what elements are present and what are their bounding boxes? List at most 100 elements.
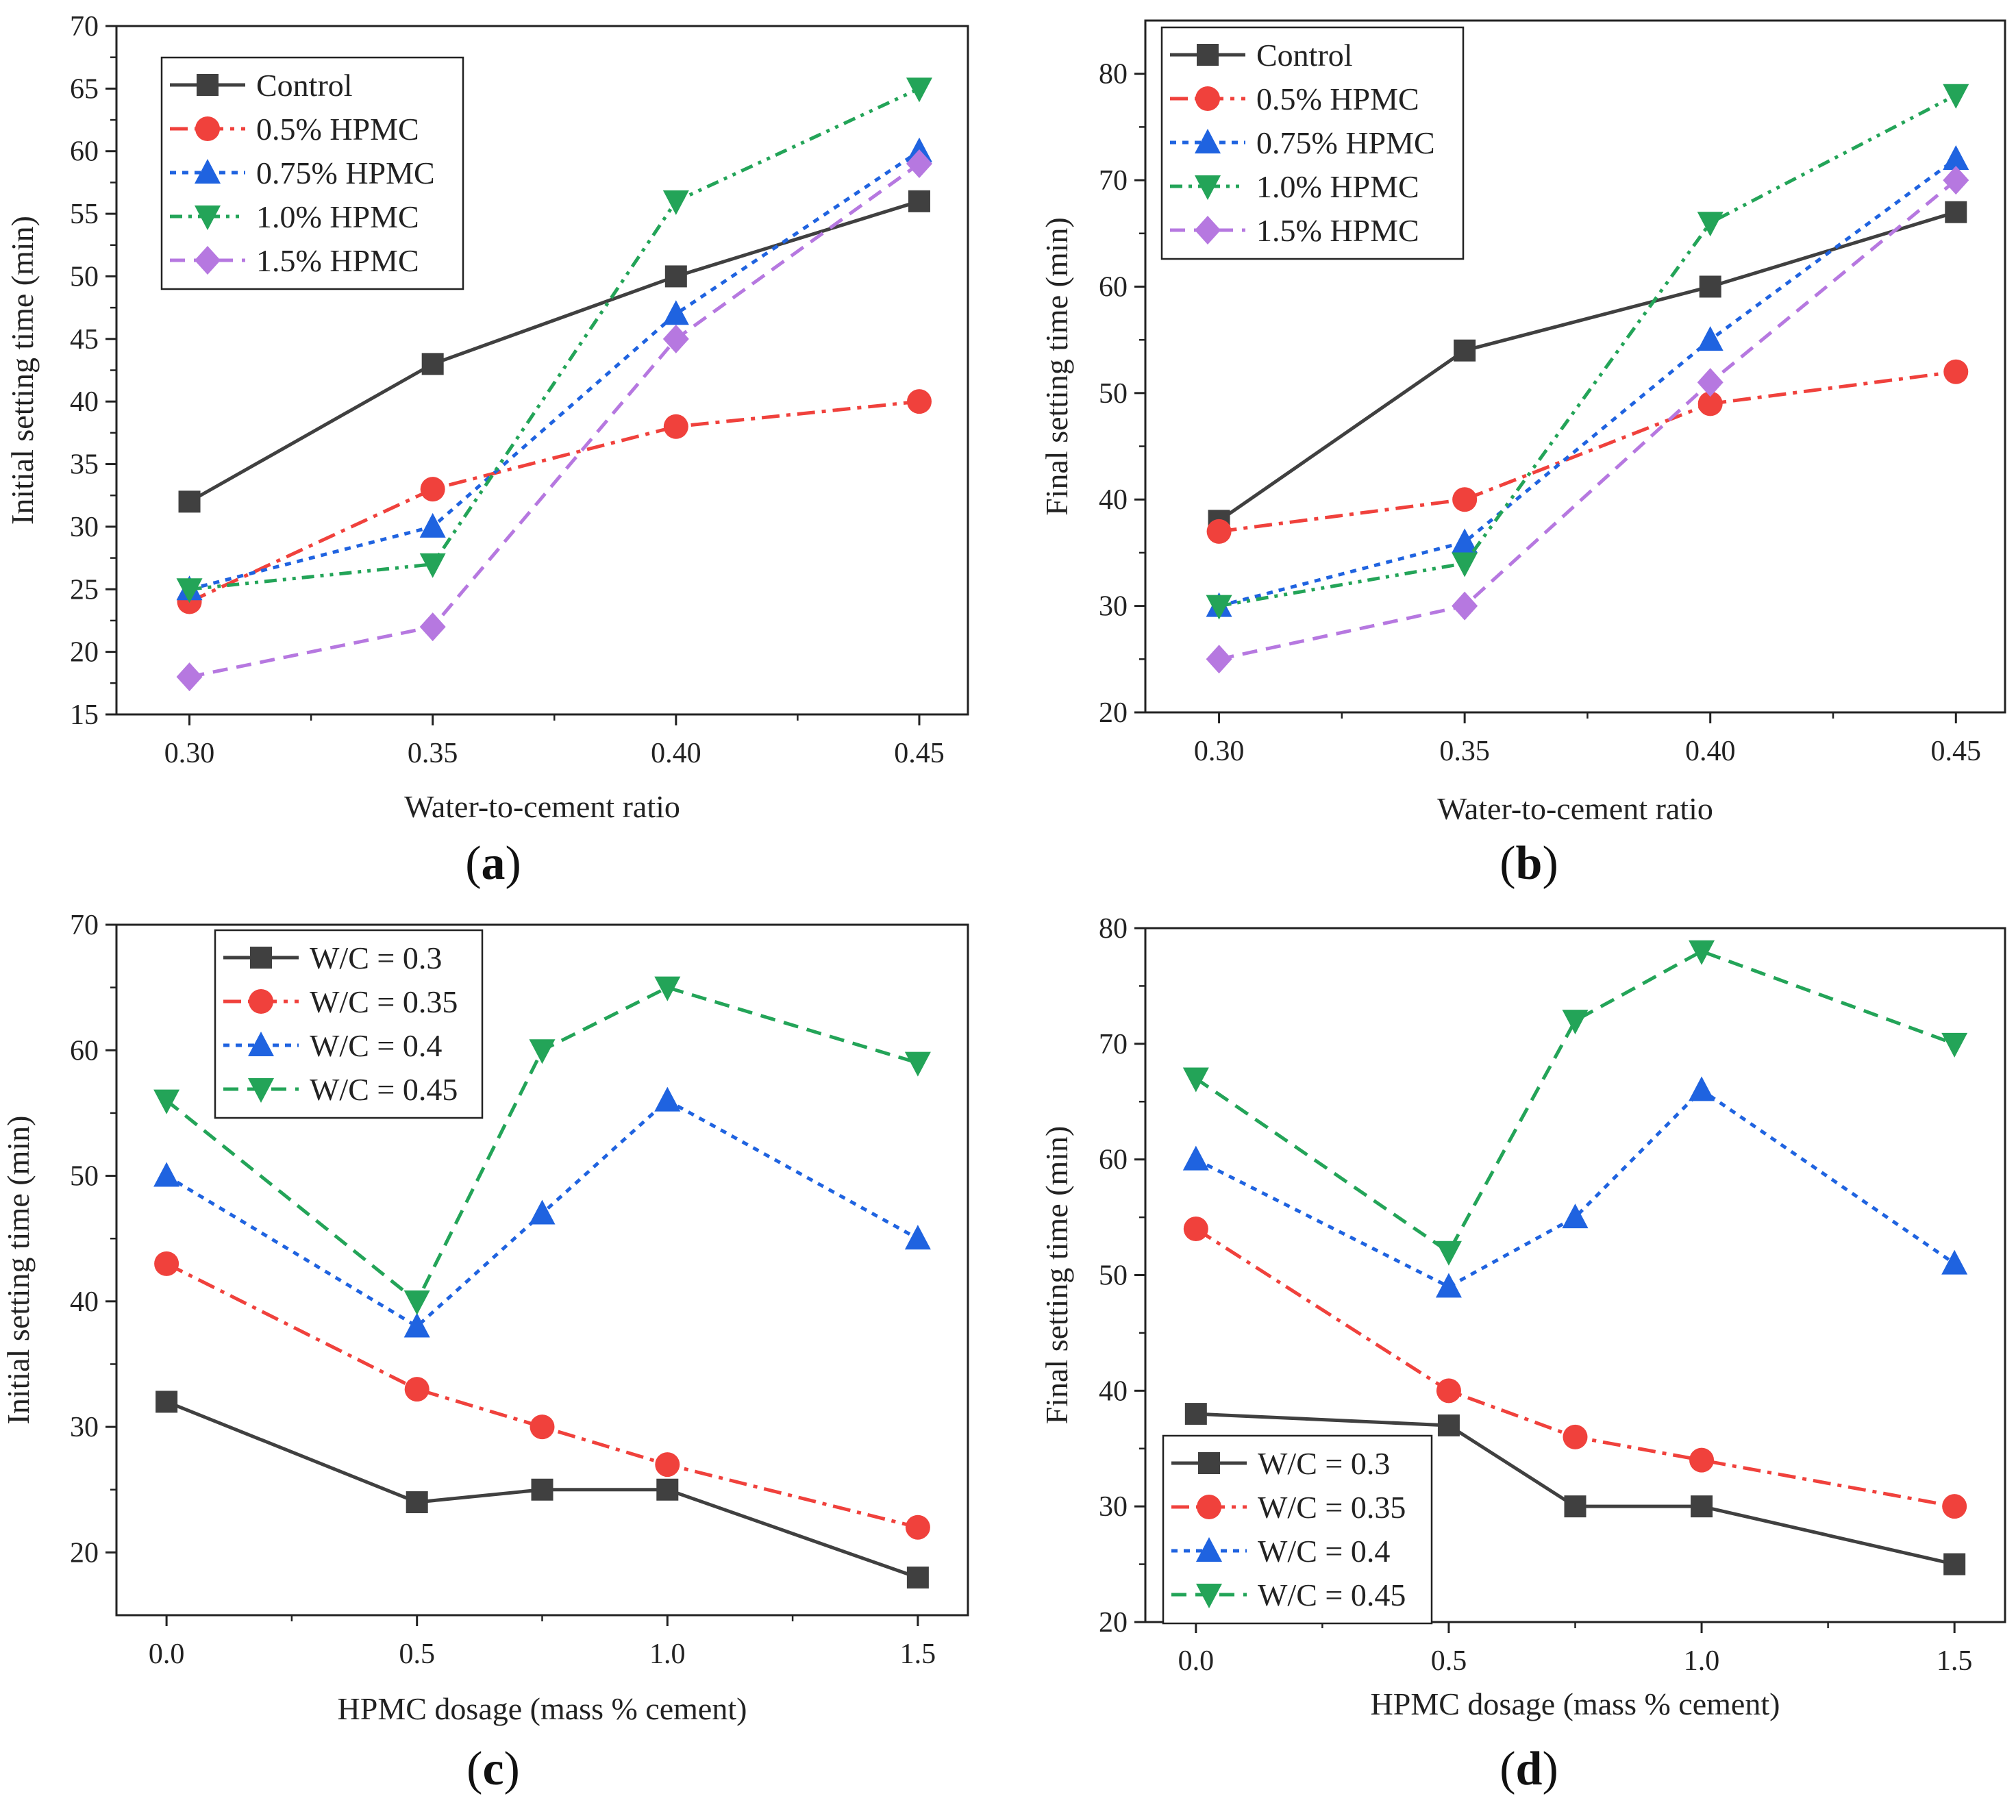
chart-d-series-w-c-0-4-line <box>1195 1088 1956 1288</box>
chart-a-legend-marker <box>197 74 219 96</box>
chart-b-ytick-label: 40 <box>1099 484 1128 516</box>
chart-a-ytick-label: 45 <box>70 324 99 356</box>
chart-c-ytick-label: 40 <box>70 1286 99 1318</box>
chart-c: 20 30 40 50 60 70 0.0 0.5 1.0 1.5 HPMC dosage (mas… <box>1 910 969 1795</box>
chart-a-xtick-label: 0.30 <box>164 738 215 769</box>
chart-d-series-w-c-0-4-point <box>1689 1076 1715 1101</box>
chart-a-series-1-5-hpmc-point <box>662 324 689 353</box>
chart-b-series-1-5-hpmc-line <box>1219 179 1957 661</box>
chart-b-xtick-label: 0.30 <box>1194 736 1245 767</box>
chart-c-series-w-c-0-4 <box>153 1086 931 1338</box>
chart-b-series-0-5-hpmc-point <box>1452 487 1478 512</box>
chart-a-ytick-label: 40 <box>70 386 99 418</box>
chart-a-series-control-point <box>178 490 201 513</box>
chart-a-legend-marker <box>195 159 221 184</box>
chart-b-ytick-label: 70 <box>1099 165 1128 197</box>
chart-d-series-w-c-0-3-point <box>1564 1495 1586 1518</box>
chart-a-series-1-0-hpmc <box>176 77 932 603</box>
chart-d-ytick-label: 80 <box>1099 913 1128 945</box>
chart-d-series-w-c-0-45-point <box>1689 940 1715 965</box>
chart-a-legend-label: 1.5% HPMC <box>256 243 419 278</box>
chart-a-panel-label: (a) <box>465 837 521 890</box>
chart-c-series-w-c-0-45-point <box>153 1089 180 1114</box>
chart-c-series-w-c-0-45 <box>153 976 931 1315</box>
chart-b-series-1-0-hpmc-point <box>1452 552 1478 577</box>
chart-a-series-control-line <box>188 199 920 503</box>
chart-c-series-w-c-0-3-point <box>531 1478 553 1501</box>
chart-b-ytick-label: 20 <box>1099 697 1128 729</box>
chart-d-xtick-label: 0.0 <box>1178 1645 1215 1677</box>
chart-c-legend-marker <box>248 1032 274 1056</box>
chart-b-series-0-75-hpmc-point <box>1697 326 1723 351</box>
chart-b-series-0-5-hpmc-line <box>1219 370 1956 534</box>
chart-a-series-1-0-hpmc-line <box>189 87 921 591</box>
chart-b-legend: Control 0.5% HPMC 0.75% HPMC 1.0% HPMC 1.5% … <box>1160 26 1465 260</box>
chart-a-ytick-label: 55 <box>70 199 99 230</box>
chart-b-series-1-0-hpmc-point <box>1943 84 1969 109</box>
chart-c-series-w-c-0-3-point <box>406 1491 428 1514</box>
chart-d-legend-label: W/C = 0.4 <box>1258 1534 1390 1569</box>
chart-b-series-1-0-hpmc <box>1206 84 1969 620</box>
chart-a-ytick-label: 70 <box>70 11 99 42</box>
chart-b-legend-marker <box>1195 129 1221 153</box>
chart-b-series-control <box>1208 201 1967 532</box>
chart-b-series-control-point <box>1945 201 1967 223</box>
chart-c-series-w-c-0-45-point <box>529 1039 556 1064</box>
chart-d-series-w-c-0-3-point <box>1437 1414 1460 1436</box>
chart-b: 20 30 40 50 60 70 80 0.30 0.35 0.40 0.45 Water-to-c… <box>1039 19 2006 890</box>
chart-a-series-0-75-hpmc-point <box>419 512 446 538</box>
chart-c-legend-marker <box>250 947 272 969</box>
chart-c-y-axis-title: Initial setting time (min) <box>1 1116 36 1425</box>
chart-c-xtick-label: 1.5 <box>900 1638 936 1670</box>
chart-b-frame <box>1144 19 2006 714</box>
chart-a: 15 20 25 30 35 40 45 50 55 60 65 70 0.30 0.35 0.40 0.45… <box>5 11 969 890</box>
chart-d-xtick-label: 1.0 <box>1684 1645 1720 1677</box>
chart-c-legend-label: W/C = 0.4 <box>310 1028 442 1063</box>
chart-c-legend-label: W/C = 0.3 <box>310 940 442 975</box>
chart-d-series-w-c-0-4-point <box>1435 1273 1462 1298</box>
chart-d-series-w-c-0-4-point <box>1941 1249 1968 1275</box>
chart-d-legend-marker <box>1198 1452 1220 1474</box>
chart-d-series-w-c-0-35 <box>1183 1216 1967 1519</box>
chart-c-ytick-label: 30 <box>70 1412 99 1443</box>
chart-a-ytick-label: 25 <box>70 574 99 606</box>
chart-b-legend-label: 1.5% HPMC <box>1256 213 1419 248</box>
chart-a-legend-label: 0.5% HPMC <box>256 112 419 147</box>
chart-c-series-w-c-0-35-point <box>530 1414 555 1440</box>
chart-d-legend-marker <box>1197 1495 1221 1519</box>
chart-a-legend-marker <box>195 205 221 230</box>
chart-b-ytick-label: 50 <box>1099 378 1128 410</box>
chart-a-ytick-label: 65 <box>70 73 99 105</box>
chart-b-series-0-5-hpmc-point <box>1206 519 1232 544</box>
chart-a-ytick-label: 15 <box>70 699 99 731</box>
chart-c-series-w-c-0-45-point <box>403 1290 430 1315</box>
chart-b-ytick-label: 80 <box>1099 59 1128 90</box>
chart-d-legend-marker <box>1196 1537 1222 1562</box>
chart-a-series-0-5-hpmc <box>177 389 932 614</box>
chart-b-legend-marker <box>1197 44 1219 66</box>
chart-d-series-w-c-0-45-line <box>1195 949 1956 1254</box>
chart-c-xtick-label: 0.5 <box>399 1638 435 1670</box>
chart-c-series-w-c-0-4-point <box>403 1312 430 1338</box>
chart-c-ytick-label: 50 <box>70 1161 99 1193</box>
chart-c-series-w-c-0-45-point <box>654 976 681 1001</box>
chart-d-series-w-c-0-4-point <box>1562 1204 1589 1229</box>
chart-a-series-control <box>178 190 930 513</box>
chart-d-series-w-c-0-4-point <box>1182 1145 1209 1171</box>
chart-d-series-w-c-0-3-point <box>1691 1495 1713 1518</box>
chart-d-series-w-c-0-45-point <box>1562 1010 1589 1035</box>
chart-b-series-1-0-hpmc-point <box>1206 595 1232 620</box>
chart-c-series-w-c-0-35-point <box>404 1377 430 1402</box>
chart-b-series-1-5-hpmc-point <box>1206 645 1232 674</box>
chart-a-series-1-5-hpmc-line <box>189 162 921 679</box>
chart-c-panel-label: (c) <box>466 1743 520 1795</box>
chart-a-legend-label: 0.75% HPMC <box>256 155 435 190</box>
chart-a-legend-marker <box>195 246 221 275</box>
chart-c-legend-label: W/C = 0.45 <box>310 1072 458 1107</box>
chart-b-series-0-5-hpmc <box>1206 359 1969 544</box>
chart-a-series-0-75-hpmc <box>176 137 932 601</box>
chart-c-series-w-c-0-4-point <box>654 1086 681 1112</box>
chart-b-ytick-label: 30 <box>1099 591 1128 623</box>
chart-d-ytick-label: 20 <box>1099 1607 1128 1638</box>
